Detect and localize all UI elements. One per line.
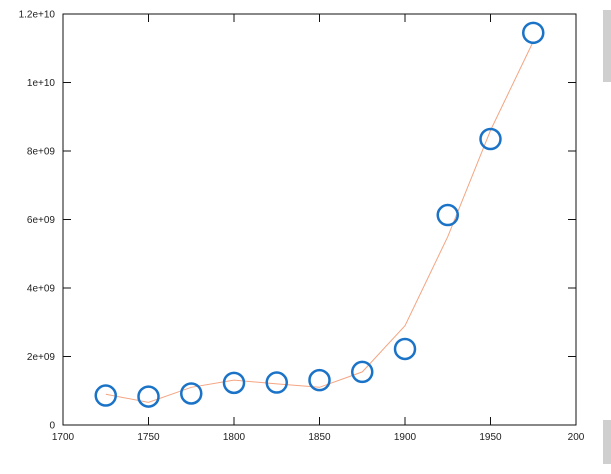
data-point [222,371,246,395]
data-point [436,203,459,227]
x-tick-label: 1750 [137,432,160,443]
data-point [522,21,545,45]
y-tick-label: 1.2e+10 [19,10,56,21]
y-tick-label: 0 [49,421,55,432]
data-point [180,382,203,405]
window-edge-bar [603,420,611,464]
data-point [137,385,160,408]
x-tick-label: 1850 [308,432,331,443]
y-tick-label: 8e+09 [27,147,56,158]
data-point [393,337,417,361]
x-tick-label: 200 [568,432,585,443]
y-tick-label: 1e+10 [27,78,56,89]
y-tick-label: 6e+09 [27,215,56,226]
y-axis: 0 2e+09 4e+09 6e+09 8e+09 1e+10 1.2e+10 [19,10,576,432]
data-point [265,371,288,394]
y-tick-label: 2e+09 [27,352,56,363]
x-tick-label: 1950 [479,432,502,443]
data-point [308,368,331,392]
data-point [351,360,374,384]
scatter-points [94,21,545,408]
x-tick-label: 1700 [52,432,75,443]
fit-line [105,41,534,403]
plot-frame [62,13,577,426]
window-edge-bar [603,10,611,82]
x-tick-label: 1900 [394,432,417,443]
y-tick-label: 4e+09 [27,284,56,295]
data-point [94,384,117,407]
x-tick-label: 1800 [223,432,246,443]
data-point [479,127,502,151]
x-axis: 1700 1750 1800 1850 1900 1950 200 [52,14,585,443]
